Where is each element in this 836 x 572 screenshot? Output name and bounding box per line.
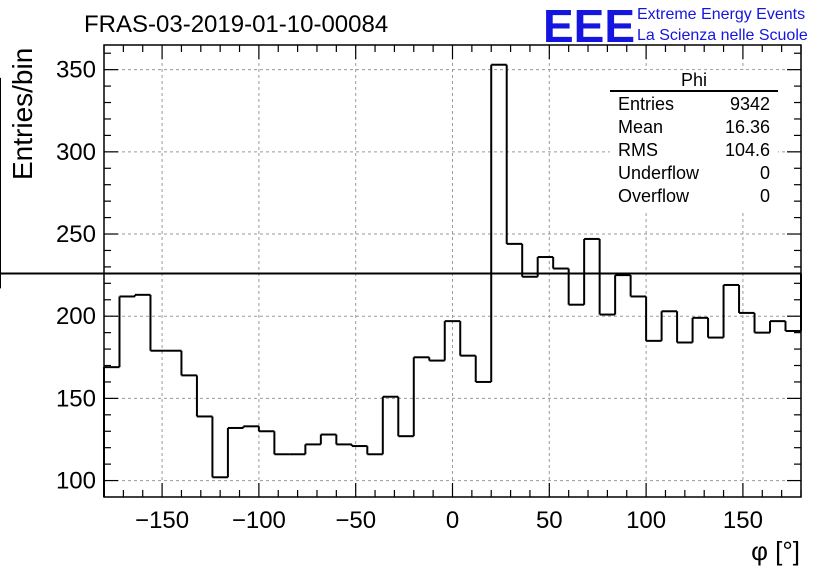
axes: −150 −100 −50 0 50 100 150 100 150 200 250 300 350 [56, 44, 802, 534]
x-tick-label: 100 [626, 507, 666, 534]
x-tick-label: −50 [335, 507, 376, 534]
x-tick-label: 50 [536, 507, 563, 534]
stats-value: 0 [760, 186, 770, 206]
chart-title: FRAS-03-2019-01-10-00084 [84, 11, 388, 38]
stats-label: Entries [618, 94, 674, 114]
grid [104, 45, 801, 497]
x-tick-label: 0 [446, 507, 459, 534]
stats-label: Underflow [618, 163, 700, 183]
x-tick-label: 150 [723, 507, 763, 534]
x-tick-label: −150 [135, 507, 189, 534]
logo-line-1: Extreme Energy Events [637, 6, 805, 23]
stats-value: 9342 [730, 94, 770, 114]
logo-line-2: La Scienza nelle Scuole [637, 27, 808, 44]
x-tick-label: −100 [232, 507, 286, 534]
eee-logo: EEE [543, 0, 635, 52]
y-tick-label: 250 [56, 221, 96, 248]
stats-value: 0 [760, 163, 770, 183]
stats-label: Mean [618, 117, 663, 137]
stats-box: Phi Entries 9342 Mean 16.36 RMS 104.6 Un… [610, 70, 778, 210]
stats-label: Overflow [618, 186, 690, 206]
stats-value: 16.36 [725, 117, 770, 137]
y-tick-label: 200 [56, 303, 96, 330]
x-axis-label: φ [°] [751, 536, 800, 566]
stats-label: RMS [618, 140, 658, 160]
y-tick-label: 300 [56, 139, 96, 166]
stats-value: 104.6 [725, 140, 770, 160]
y-tick-label: 100 [56, 468, 96, 495]
y-axis-label: Entries/bin [7, 48, 38, 180]
y-tick-label: 350 [56, 57, 96, 84]
stats-name: Phi [681, 70, 707, 90]
y-tick-label: 150 [56, 385, 96, 412]
